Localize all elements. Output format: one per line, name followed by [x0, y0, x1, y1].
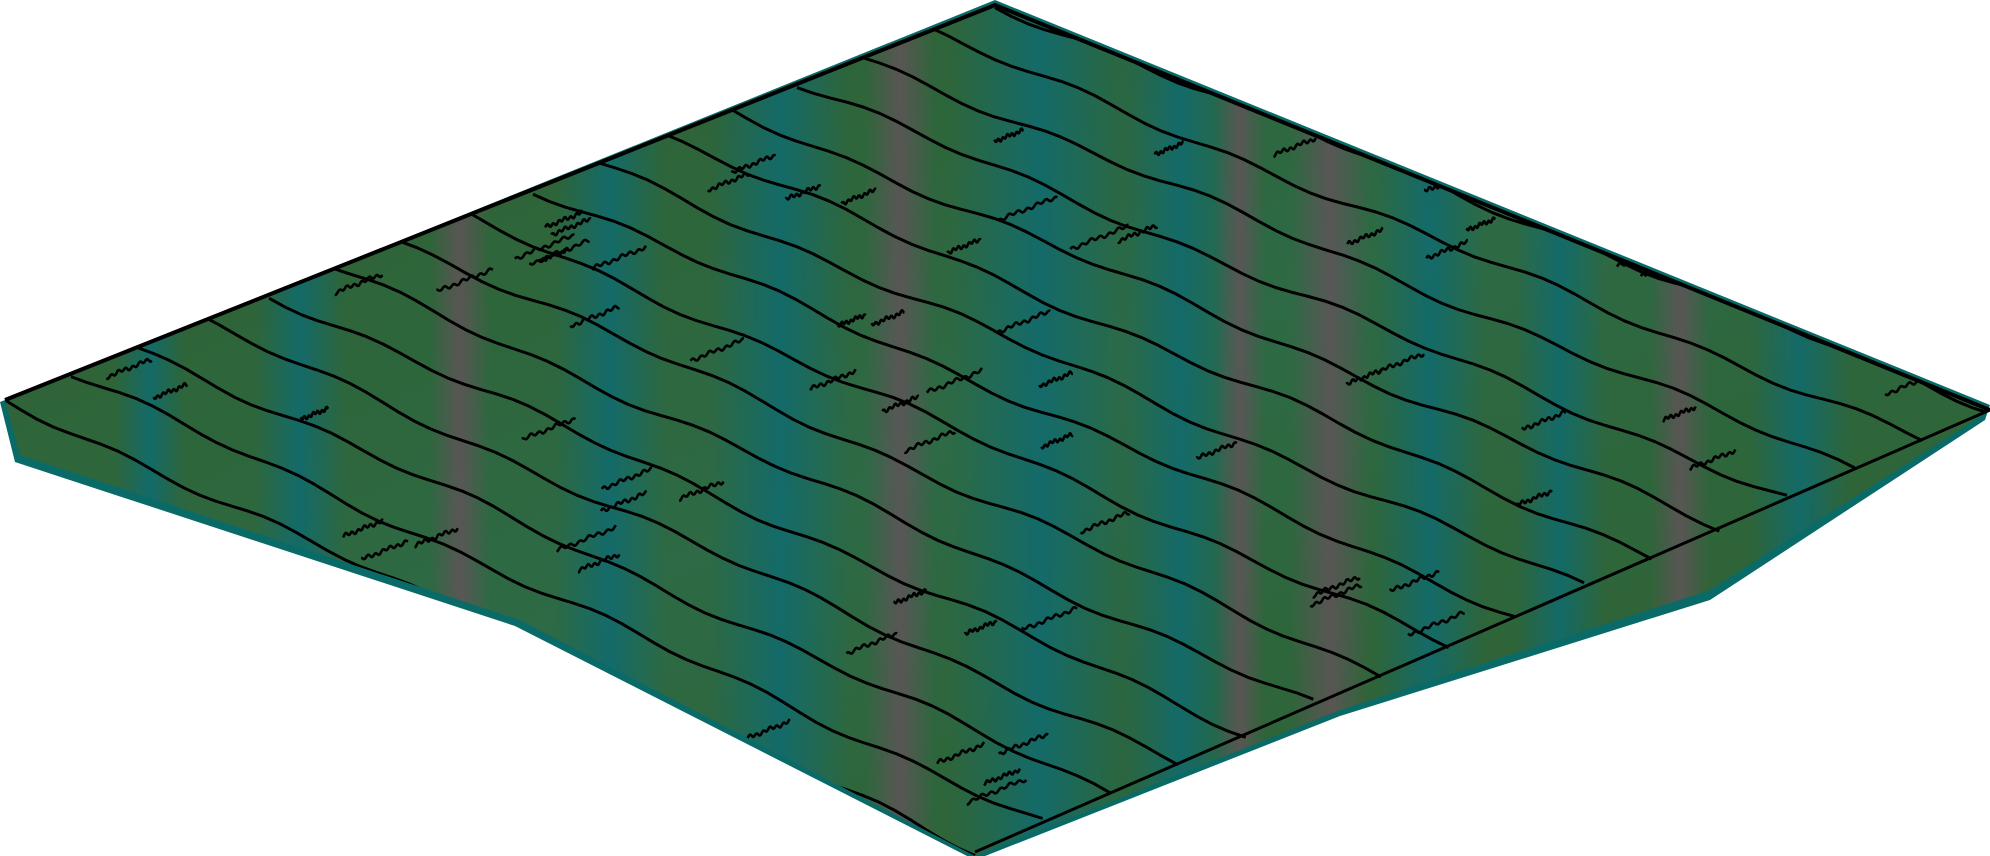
mesh-line	[105, 357, 153, 381]
mesh-line	[706, 171, 750, 193]
surface-outline	[4, 2, 1990, 412]
color-stripe	[1750, 5, 1850, 856]
color-stripe	[115, 5, 185, 856]
mesh-line	[678, 481, 725, 503]
mesh-line	[569, 304, 621, 329]
mesh-line	[1688, 448, 1737, 472]
mesh-line	[870, 309, 906, 327]
mesh-line	[544, 209, 584, 229]
mesh-line	[521, 417, 577, 441]
mesh-line	[1079, 510, 1131, 535]
color-stripe	[865, 5, 935, 856]
mesh-line	[334, 273, 384, 297]
mesh-line	[935, 741, 986, 765]
mesh-line	[1346, 226, 1384, 246]
mesh-line	[903, 430, 957, 455]
color-stripe	[255, 5, 345, 856]
mesh-line	[1038, 370, 1074, 389]
mesh-line	[1040, 432, 1074, 450]
mesh-line	[466, 210, 1450, 649]
mesh-line	[997, 195, 1058, 222]
mesh-line	[1069, 223, 1129, 250]
mesh-line	[1465, 216, 1497, 232]
mesh-line	[334, 267, 1314, 701]
mesh-line	[809, 368, 857, 392]
mesh-line	[1273, 137, 1317, 159]
mesh-line	[1515, 489, 1553, 507]
mesh-line	[1312, 576, 1361, 599]
mesh-line	[963, 619, 998, 636]
color-stripe	[1375, 5, 1485, 856]
mesh-line	[532, 192, 1517, 619]
mesh-line	[862, 56, 1856, 470]
mesh-line	[414, 527, 459, 549]
mesh-line	[796, 86, 1788, 497]
mesh-line	[845, 631, 898, 655]
mesh-line	[1425, 238, 1469, 260]
mesh-line	[513, 233, 575, 260]
mesh-line	[689, 337, 745, 362]
mesh-line	[925, 367, 984, 394]
mesh-line	[152, 381, 189, 401]
mesh-line	[1388, 569, 1440, 592]
mesh-line	[341, 518, 384, 538]
mesh-line	[550, 216, 592, 237]
mesh-line	[436, 267, 494, 292]
mesh-line	[1345, 368, 1384, 386]
mesh-line	[746, 718, 791, 740]
mesh-line	[1021, 605, 1078, 631]
mesh-line	[70, 375, 1044, 820]
color-stripe	[950, 5, 1130, 856]
mesh-line	[1520, 409, 1567, 431]
mesh-line	[996, 309, 1051, 334]
mesh-line	[1661, 406, 1697, 423]
mesh-line	[1195, 441, 1238, 460]
color-stripe	[1650, 5, 1710, 856]
color-stripe	[1515, 5, 1605, 856]
mesh-line	[928, 25, 1923, 443]
mesh-line	[299, 405, 330, 421]
mesh-line	[840, 187, 877, 206]
mesh-line	[528, 238, 590, 266]
mesh-line	[1153, 139, 1185, 157]
mesh-line	[946, 237, 982, 255]
mesh-line	[966, 779, 1028, 806]
mesh-line	[555, 524, 617, 553]
color-stripe	[710, 5, 850, 856]
color-stripe	[555, 5, 665, 856]
mesh-line	[1117, 224, 1159, 245]
mesh-line	[400, 240, 1382, 679]
mesh-line	[577, 553, 621, 574]
mesh-line	[784, 183, 822, 201]
mesh-line	[730, 153, 777, 174]
mesh-line	[1407, 610, 1466, 637]
color-stripe	[430, 5, 490, 856]
surface-front-edge	[974, 408, 1990, 854]
mesh-line	[1377, 353, 1426, 375]
mesh-line	[892, 588, 928, 605]
mesh-line	[983, 768, 1021, 787]
mesh-line	[136, 346, 1112, 795]
mesh-line	[997, 732, 1049, 756]
mesh-line	[1309, 583, 1363, 608]
mesh-line	[600, 466, 653, 491]
mesh-line	[598, 161, 1585, 585]
mesh-line	[730, 107, 1720, 533]
mesh-line	[881, 394, 920, 414]
mesh-line	[591, 245, 648, 271]
mesh-line	[993, 127, 1025, 144]
mesh-line	[202, 314, 1179, 767]
mesh-line	[836, 313, 867, 328]
mesh-line	[664, 133, 1653, 561]
mesh-line	[360, 539, 409, 561]
mesh-line	[599, 489, 648, 513]
color-stripe	[1215, 5, 1265, 856]
mesh-line	[268, 296, 1247, 739]
